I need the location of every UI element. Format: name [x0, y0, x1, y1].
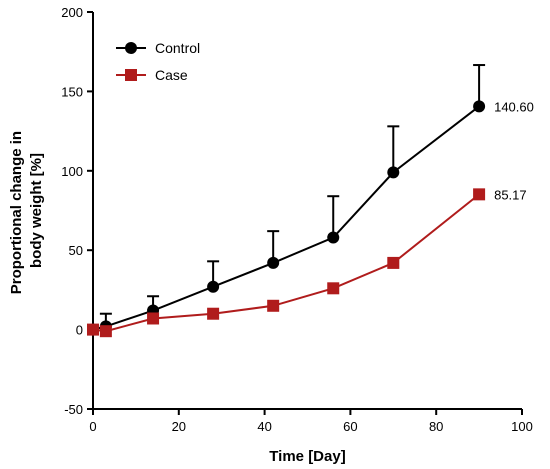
- x-tick-label: 20: [172, 419, 186, 434]
- x-tick-label: 80: [429, 419, 443, 434]
- data-point: [267, 299, 280, 312]
- axes: [87, 11, 523, 415]
- tick-labels: -50 0 50 100 150 200 0 20 40 60 80 100: [61, 5, 533, 434]
- y-tick-label: 0: [76, 323, 83, 338]
- x-tick-label: 0: [89, 419, 96, 434]
- data-point: [267, 256, 280, 269]
- data-point: [473, 100, 486, 113]
- data-point: [327, 231, 340, 244]
- annotations: 140.60 85.17: [494, 99, 534, 202]
- data-point: [87, 323, 99, 336]
- series-control: [87, 64, 486, 336]
- data-point: [147, 312, 160, 325]
- data-point: [387, 256, 400, 269]
- y-tick-label: 150: [61, 84, 83, 99]
- series-line: [92, 193, 480, 333]
- data-point: [99, 325, 112, 338]
- legend-item-control: Control: [116, 40, 200, 56]
- series-layer: [87, 64, 486, 338]
- y-axis-title: Proportional change in body weight [%]: [8, 127, 45, 295]
- legend-label: Control: [155, 40, 200, 56]
- y-axis-title-line-1: Proportional change in: [8, 131, 25, 294]
- data-label: 85.17: [494, 187, 527, 202]
- data-point: [473, 188, 486, 201]
- legend-marker: [125, 69, 137, 81]
- legend: Control Case: [116, 40, 200, 83]
- data-point: [207, 307, 220, 320]
- y-tick-label: 200: [61, 5, 83, 20]
- y-axis-title-line-2: body weight [%]: [28, 153, 45, 268]
- series-line: [92, 105, 480, 331]
- x-tick-label: 100: [511, 419, 533, 434]
- data-label: 140.60: [494, 99, 534, 114]
- y-tick-label: 100: [61, 164, 83, 179]
- data-point: [207, 280, 220, 293]
- x-tick-label: 60: [343, 419, 357, 434]
- x-axis-title: Time [Day]: [269, 448, 345, 465]
- data-point: [387, 166, 400, 179]
- legend-label: Case: [155, 67, 188, 83]
- y-tick-label: -50: [64, 402, 83, 417]
- legend-item-case: Case: [116, 67, 188, 83]
- x-tick-label: 40: [257, 419, 271, 434]
- legend-marker: [125, 42, 137, 54]
- series-case: [87, 188, 486, 338]
- data-point: [327, 282, 340, 295]
- y-tick-label: 50: [69, 243, 83, 258]
